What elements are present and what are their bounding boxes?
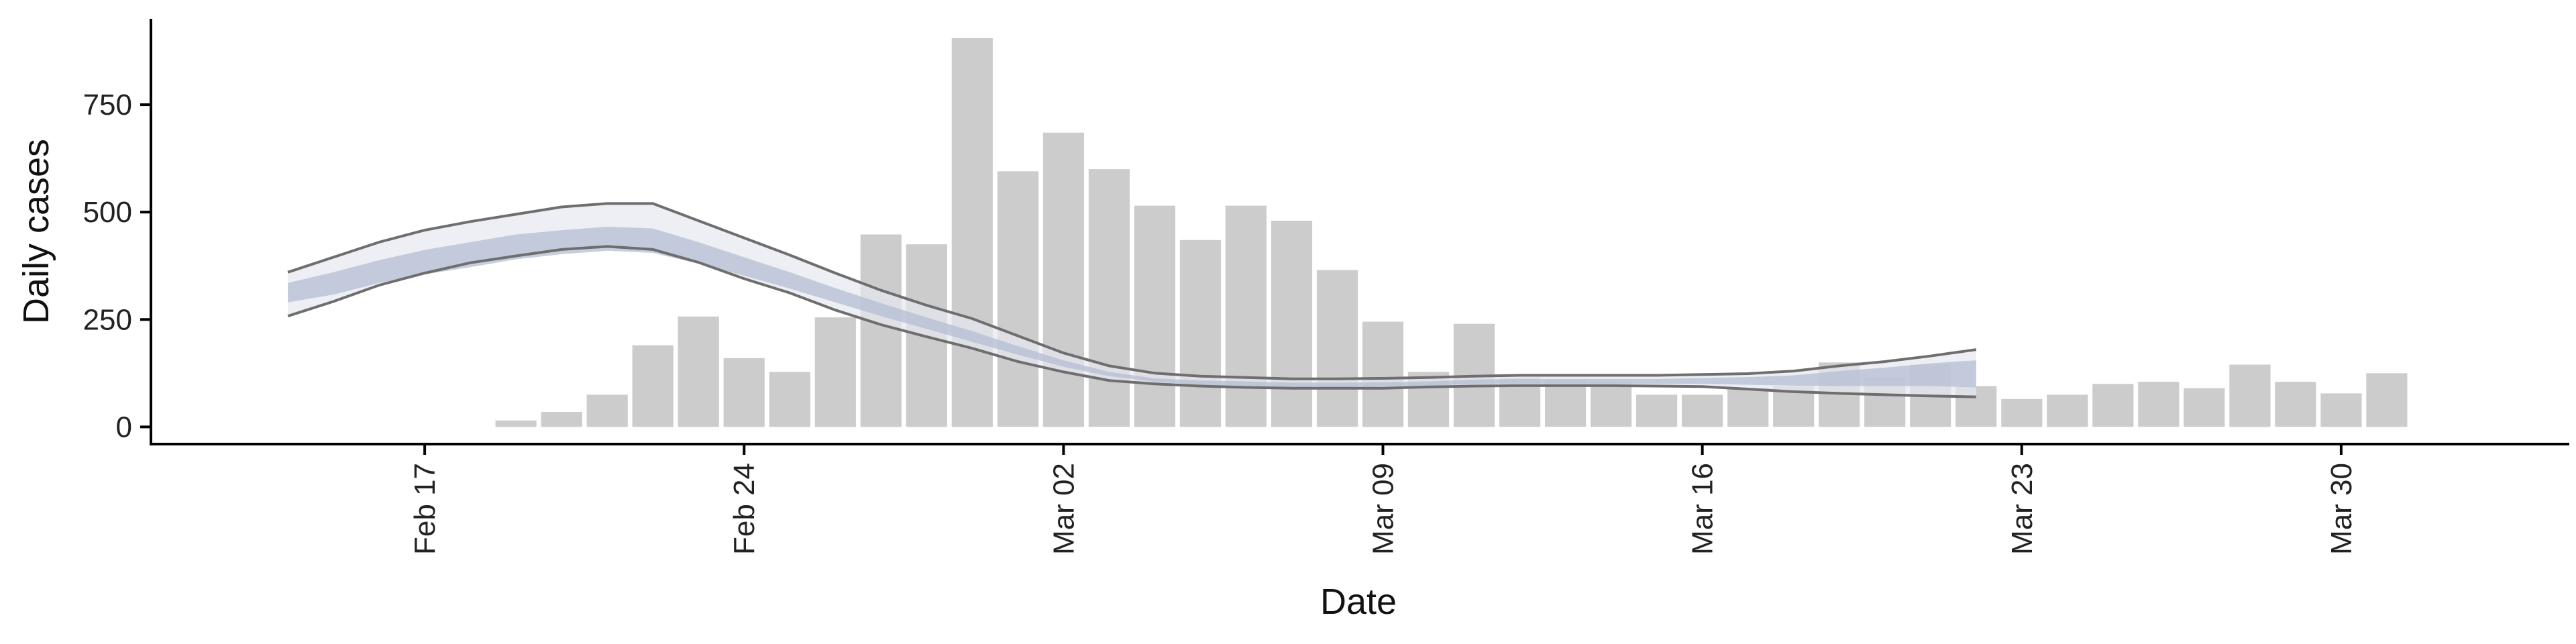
case-bar <box>1134 205 1175 427</box>
y-tick-label: 0 <box>116 411 132 443</box>
case-bar <box>678 316 719 427</box>
case-bar <box>2320 393 2362 427</box>
x-axis-ticks: Feb 17 Feb 24 Mar 02 Mar 09 Mar 16 Mar 23 Mar … <box>409 444 2358 555</box>
x-tick-label: Mar 16 <box>1686 463 1719 555</box>
case-bar <box>541 412 582 427</box>
case-bar <box>997 171 1038 427</box>
case-bar <box>1271 221 1313 427</box>
case-bar <box>1362 321 1404 427</box>
case-bar <box>1545 379 1587 427</box>
axes <box>150 19 2569 445</box>
estimate-inner-band <box>288 227 1976 388</box>
x-tick-label: Feb 17 <box>409 463 441 555</box>
estimate-lower-line <box>287 245 1976 398</box>
y-axis-ticks: 0 250 500 750 <box>83 89 151 443</box>
x-axis-title: Date <box>1320 582 1397 622</box>
case-bar <box>586 394 628 427</box>
case-bar <box>814 317 856 427</box>
y-axis-title: Daily cases <box>16 139 56 324</box>
y-tick-label: 500 <box>83 196 132 229</box>
case-bar <box>723 358 765 427</box>
case-bar <box>2184 388 2225 427</box>
case-bar <box>2047 394 2088 427</box>
case-bar <box>860 234 902 427</box>
case-bar <box>769 372 810 427</box>
case-bar <box>495 420 537 427</box>
case-bar <box>1682 394 1723 427</box>
x-tick-label: Feb 24 <box>728 463 761 555</box>
estimate-bands <box>288 203 1976 397</box>
case-bar <box>2138 382 2180 427</box>
x-tick-label: Mar 30 <box>2325 463 2358 555</box>
y-tick-label: 250 <box>83 303 132 336</box>
case-bar <box>632 345 674 427</box>
case-bar <box>2366 373 2408 427</box>
case-bar <box>2001 398 2043 427</box>
x-tick-label: Mar 02 <box>1047 463 1080 555</box>
case-bar <box>1225 205 1267 427</box>
case-bar <box>1727 388 1769 427</box>
case-bar <box>2092 384 2134 427</box>
case-bar <box>951 38 993 427</box>
x-tick-label: Mar 23 <box>2006 463 2039 555</box>
estimate-upper-line <box>287 202 1977 380</box>
case-bar <box>1179 239 1221 427</box>
case-bar <box>1088 169 1130 427</box>
case-bar <box>1316 270 1358 427</box>
estimate-bound-lines <box>287 202 1977 398</box>
case-bars <box>495 38 2408 427</box>
case-bar <box>1636 394 1678 427</box>
x-tick-label: Mar 09 <box>1367 463 1400 555</box>
case-bar <box>1042 132 1084 427</box>
case-bar <box>2275 382 2316 427</box>
y-tick-label: 750 <box>83 89 132 121</box>
case-bar <box>1591 382 1632 427</box>
case-bar <box>2229 364 2271 427</box>
